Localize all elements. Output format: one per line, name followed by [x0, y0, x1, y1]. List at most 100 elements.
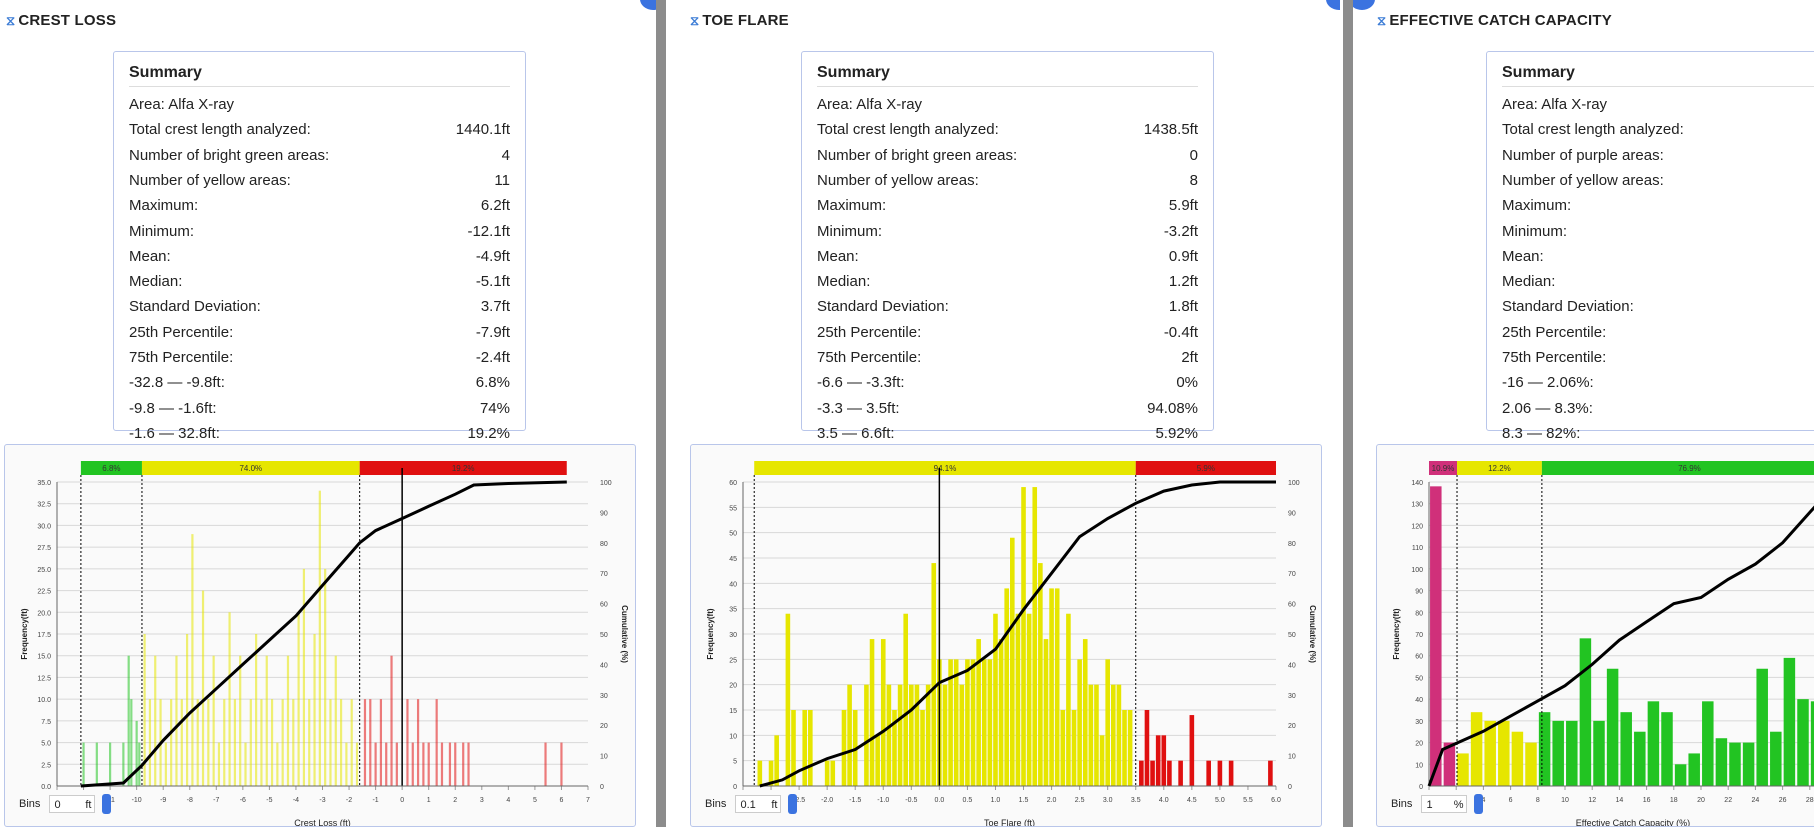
summary-row: Maximum: [1502, 197, 1814, 219]
histogram-bar [1105, 659, 1110, 786]
summary-value: 74% [479, 399, 510, 417]
histogram-bar [1206, 760, 1211, 786]
histogram-bar [135, 720, 138, 786]
x-tick-label: 1 [427, 797, 431, 804]
summary-key: Total crest length analyzed: [817, 121, 999, 139]
collapse-button[interactable] [1326, 0, 1340, 10]
y-tick-label: 5.0 [41, 741, 51, 748]
histogram-bar [385, 742, 388, 786]
summary-value: 6.2ft [480, 197, 510, 215]
histogram-bar [130, 699, 133, 786]
y-tick-label: 50 [729, 531, 737, 538]
histogram-bar [1797, 699, 1809, 786]
summary-row: Median: 1.2ft [817, 273, 1198, 295]
x-tick-label: 4.5 [1187, 797, 1197, 804]
histogram-bar [249, 699, 252, 786]
y-tick-label: 10 [729, 733, 737, 740]
y-tick-label: 50 [1415, 675, 1423, 682]
summary-key: Standard Deviation: [129, 298, 261, 316]
bins-input[interactable]: 0.1 ft [735, 795, 782, 813]
histogram-bar [948, 659, 953, 786]
panel-effective-catch-capacity: ⧖ EFFECTIVE CATCH CAPACITY Summary Area: A… [1353, 0, 1814, 827]
histogram-bar [318, 490, 321, 786]
summary-value: -2.4ft [475, 349, 510, 366]
histogram-bar [1010, 537, 1015, 786]
histogram-bar [959, 684, 965, 786]
summary-key: Mean: [1502, 247, 1544, 265]
panel-divider[interactable] [1343, 0, 1353, 827]
histogram-bar [920, 710, 925, 786]
histogram-bar [281, 699, 284, 786]
summary-key: Maximum: [817, 197, 887, 215]
drag-handle-icon[interactable]: ⧖ [1377, 13, 1387, 28]
y-tick-label: 35 [729, 607, 737, 614]
y-tick-label: 130 [1411, 502, 1423, 509]
summary-row: 75th Percentile: [1502, 349, 1814, 371]
summary-row: -3.3 — 3.5ft: 94.08% [817, 400, 1198, 422]
summary-row: Total crest length analyzed: 1438.5ft [817, 121, 1198, 143]
histogram-bar [1161, 735, 1167, 786]
histogram-bar [1004, 588, 1009, 786]
histogram-bar [998, 639, 1004, 786]
y-tick-label: 120 [1411, 523, 1423, 530]
x-tick-label: 0 [400, 797, 404, 804]
histogram-bar [1189, 715, 1195, 786]
summary-value: 1438.5ft [1143, 121, 1198, 139]
range-band-label: 12.2% [1488, 464, 1511, 473]
summary-row: Area: Alfa X-ray [129, 96, 510, 118]
summary-card: Summary Area: Alfa X-ray Total crest lengt… [113, 51, 526, 442]
x-tick-label: 2.0 [1047, 797, 1057, 804]
collapse-button[interactable] [640, 0, 656, 10]
histogram-chart: 051015202530354045505560-3.5-3.0-2.5-2.0… [690, 444, 1322, 827]
x-tick-label: 4.0 [1159, 797, 1169, 804]
histogram-bar [379, 699, 383, 786]
histogram-bar [1088, 684, 1094, 786]
y-tick-label: 60 [1415, 654, 1423, 661]
histogram-bar [334, 655, 337, 786]
histogram-bar [1167, 760, 1172, 786]
y2-tick-label: 0 [600, 784, 604, 791]
drag-handle-icon[interactable]: ⧖ [6, 13, 16, 28]
x-tick-label: 6 [559, 797, 563, 804]
x-axis-label: Toe Flare (ft) [984, 818, 1035, 826]
histogram-bar [774, 735, 779, 786]
histogram-bar [411, 742, 414, 786]
bins-input[interactable]: 0 ft [49, 795, 96, 813]
x-tick-label: -2.5 [793, 797, 805, 804]
y2-tick-label: 50 [600, 632, 608, 639]
panel-title-text: TOE FLARE [702, 12, 789, 29]
histogram-bar [1150, 760, 1155, 786]
summary-key: Area: Alfa X-ray [817, 96, 923, 113]
y-tick-label: 100 [1411, 567, 1423, 574]
bins-input[interactable]: 1% [1421, 795, 1468, 813]
x-tick-label: 4 [1481, 797, 1485, 804]
y2-tick-label: 80 [600, 541, 608, 548]
histogram-bar [228, 612, 231, 786]
summary-key: Number of yellow areas: [129, 171, 291, 189]
panel-toe-flare: ⧖ TOE FLARE Summary Area: Alfa X-ray Total … [666, 0, 1340, 827]
x-tick-label: 22 [1724, 797, 1732, 804]
summary-row: Number of purple areas: [1502, 147, 1814, 169]
histogram-bar [260, 699, 263, 786]
histogram-bar [427, 742, 430, 786]
summary-key: 25th Percentile: [1502, 323, 1607, 341]
range-band-label: 5.9% [1197, 464, 1215, 473]
histogram-bar [1268, 760, 1273, 786]
drag-handle-icon[interactable]: ⧖ [690, 13, 700, 28]
histogram-bar [1742, 742, 1755, 786]
summary-value: 5.9ft [1168, 197, 1198, 215]
summary-key: Total crest length analyzed: [1502, 121, 1684, 139]
bins-spinner[interactable] [101, 794, 111, 814]
histogram-bar [847, 684, 852, 786]
panel-divider[interactable] [656, 0, 666, 827]
summary-row: 3.5 — 6.6ft: 5.92% [817, 425, 1198, 447]
x-tick-label: -0.5 [905, 797, 917, 804]
bins-spinner[interactable] [787, 794, 797, 814]
bins-spinner[interactable] [1473, 794, 1483, 814]
histogram-bar [993, 613, 998, 786]
x-tick-label: -5 [266, 797, 272, 804]
collapse-button[interactable] [1353, 0, 1375, 10]
x-tick-label: -9 [160, 797, 166, 804]
histogram-bar [1155, 735, 1161, 786]
histogram-bar [757, 760, 763, 786]
